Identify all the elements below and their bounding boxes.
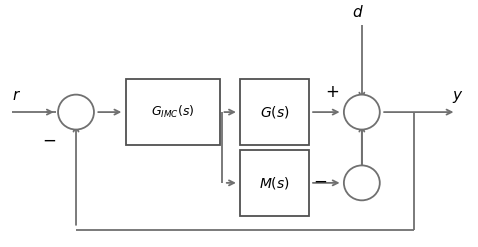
- Ellipse shape: [344, 165, 380, 200]
- Text: y: y: [452, 88, 461, 103]
- Text: r: r: [12, 88, 19, 103]
- Bar: [240, 79, 309, 145]
- Text: $M(s)$: $M(s)$: [259, 175, 290, 191]
- Ellipse shape: [344, 95, 380, 130]
- Bar: [240, 150, 309, 216]
- Text: $-$: $-$: [42, 130, 55, 148]
- Text: d: d: [352, 5, 362, 20]
- Ellipse shape: [58, 95, 94, 130]
- Text: $+$: $+$: [325, 83, 339, 101]
- Text: $G(s)$: $G(s)$: [260, 104, 289, 120]
- Text: $G_{IMC}(s)$: $G_{IMC}(s)$: [151, 104, 195, 120]
- Text: $-$: $-$: [313, 171, 327, 189]
- Bar: [126, 79, 220, 145]
